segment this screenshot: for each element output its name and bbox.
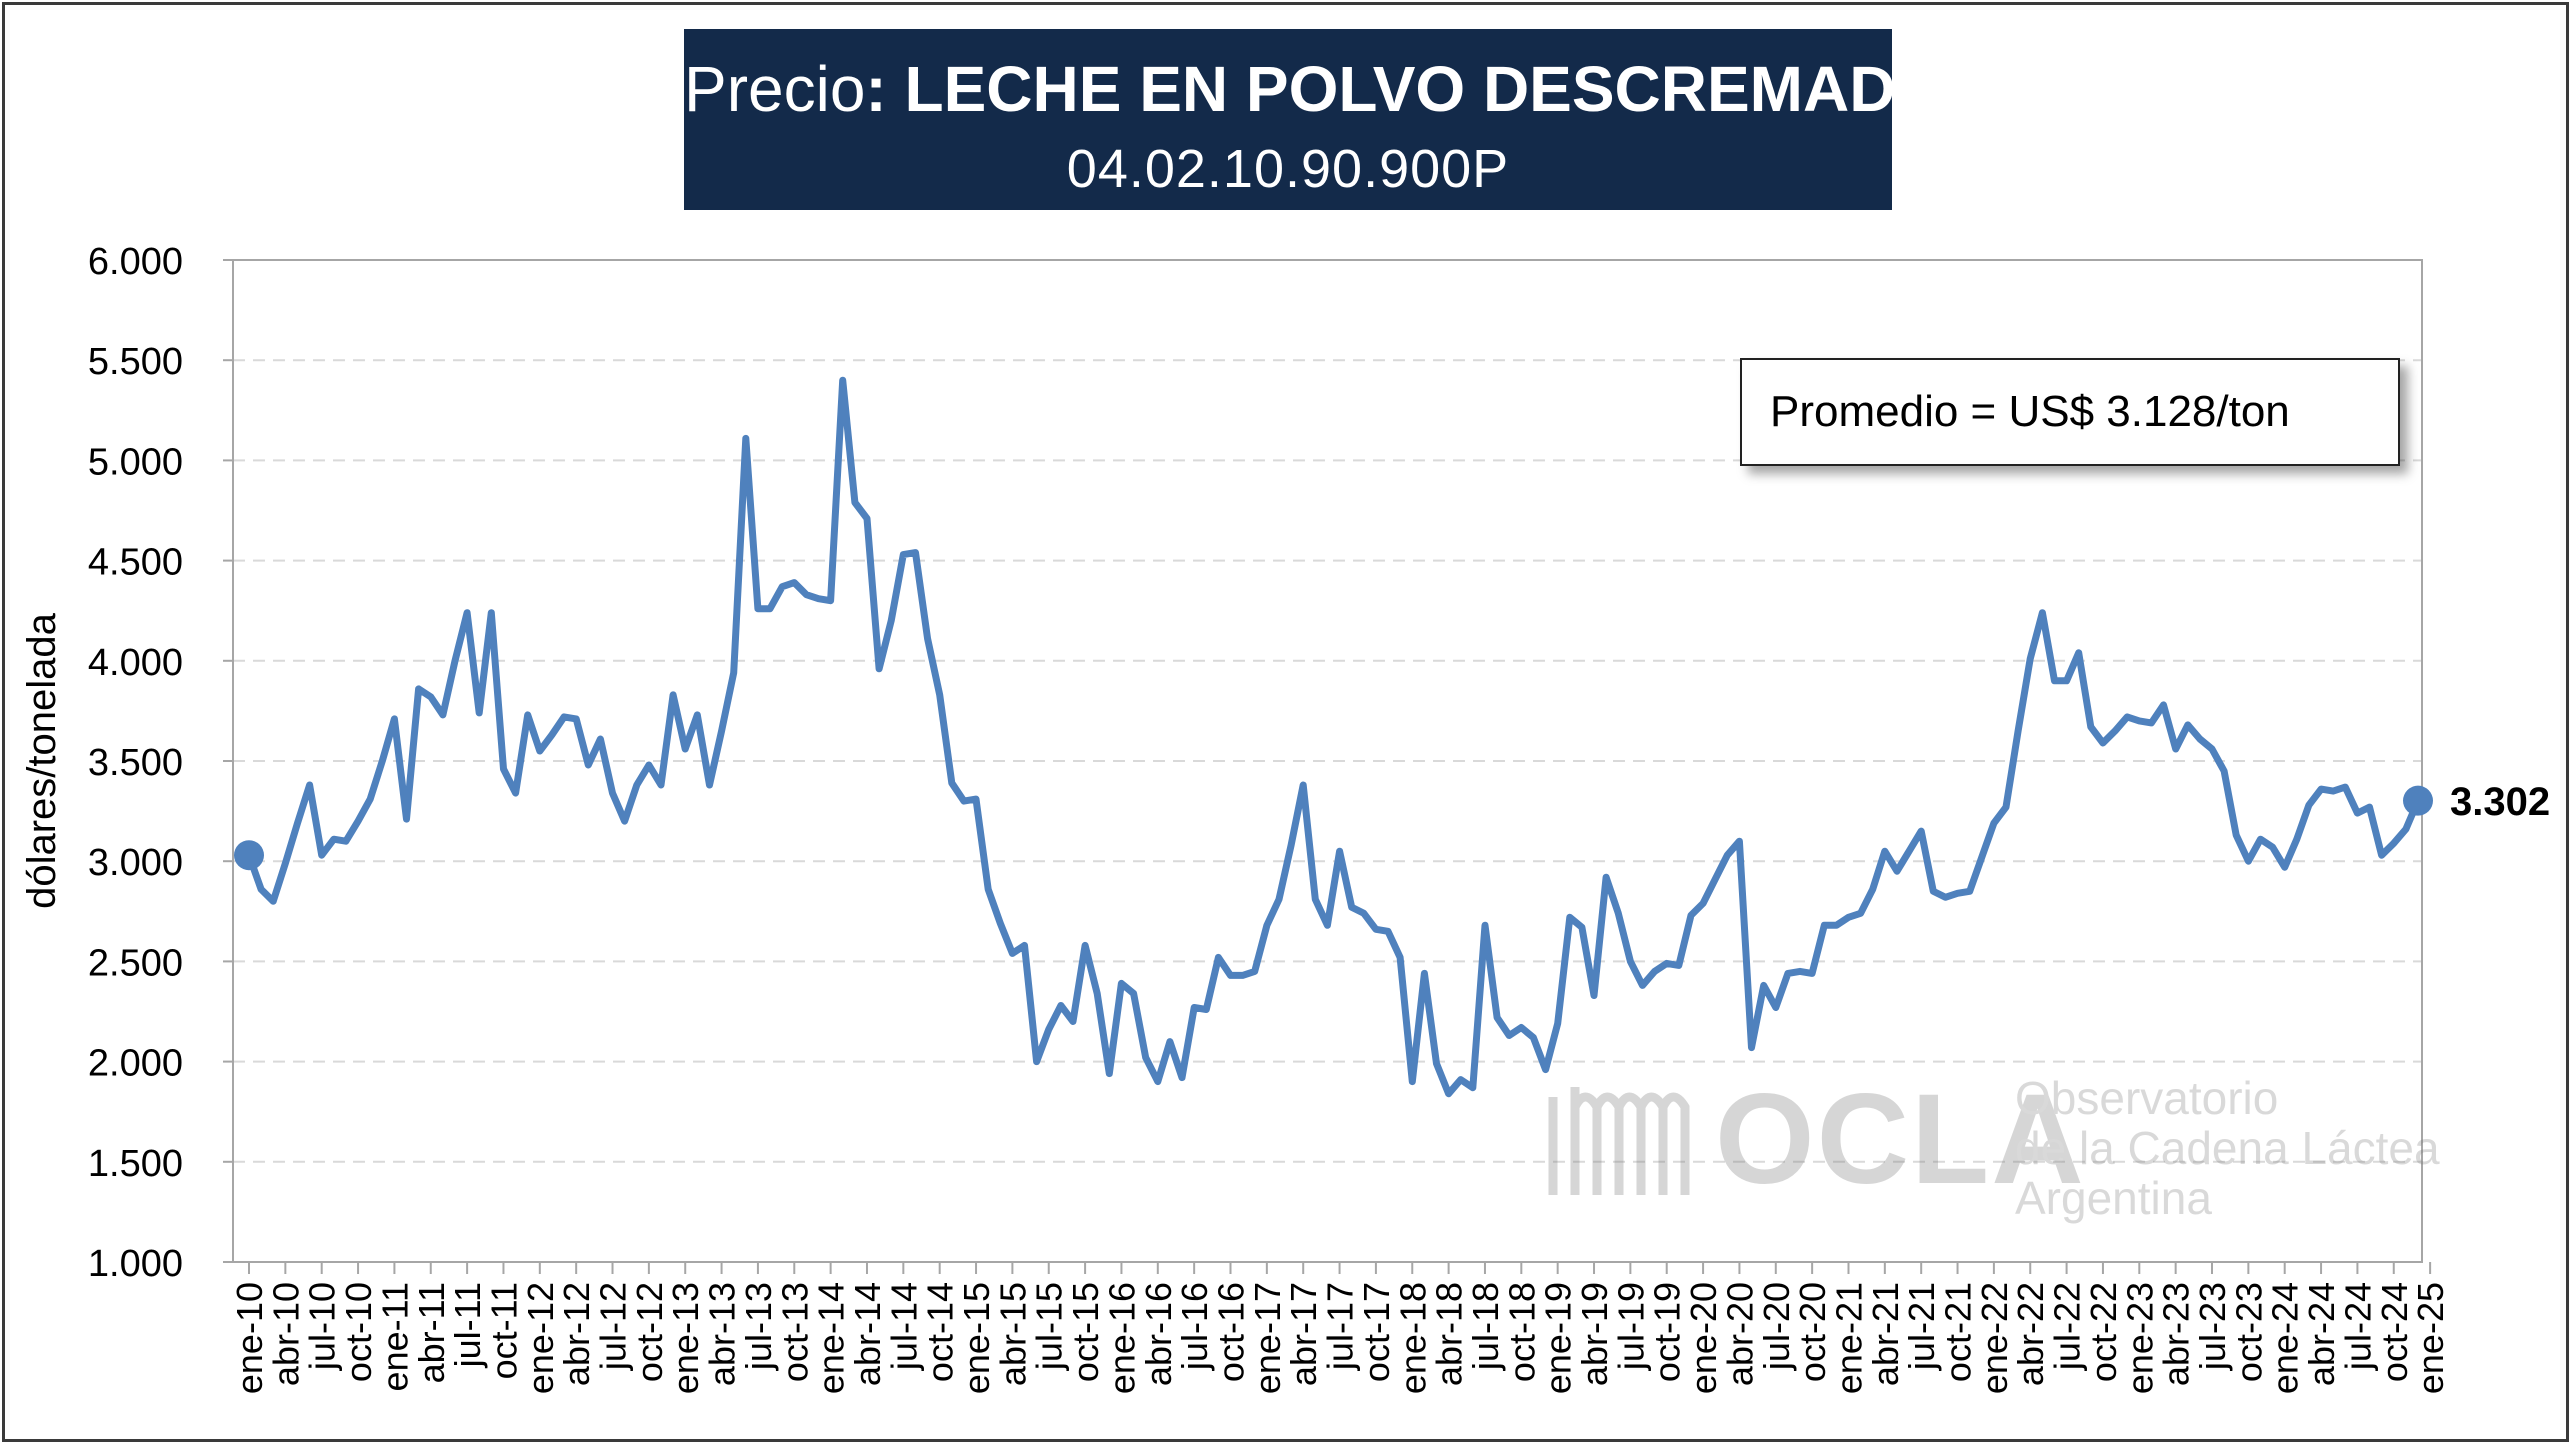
x-tick-label: jul-23 — [2192, 1282, 2233, 1371]
x-tick-label: ene-15 — [956, 1282, 997, 1394]
y-tick-label: 1.000 — [88, 1243, 183, 1285]
x-tick-label: ene-25 — [2410, 1282, 2451, 1394]
x-tick-label: jul-19 — [1610, 1282, 1651, 1371]
watermark-line-3: Argentina — [2015, 1172, 2212, 1224]
x-tick-label: abr-10 — [265, 1282, 306, 1386]
x-tick-label: oct-17 — [1356, 1282, 1397, 1382]
x-tick-label: jul-22 — [2047, 1282, 2088, 1371]
x-tick-label: oct-13 — [774, 1282, 815, 1382]
x-tick-label: oct-20 — [1792, 1282, 1833, 1382]
x-tick-label: abr-24 — [2301, 1282, 2342, 1386]
x-tick-label: jul-10 — [302, 1282, 343, 1371]
x-tick-label: oct-14 — [920, 1282, 961, 1382]
x-tick-label: ene-23 — [2119, 1282, 2160, 1394]
x-tick-label: jul-13 — [738, 1282, 779, 1371]
ocla-logo-icon — [1548, 1087, 1690, 1195]
x-tick-label: jul-16 — [1174, 1282, 1215, 1371]
x-axis-ticks: ene-10abr-10jul-10oct-10ene-11abr-11jul-… — [229, 1262, 2451, 1394]
x-tick-label: abr-13 — [702, 1282, 743, 1386]
series-line — [245, 376, 2422, 1098]
gridlines — [233, 359, 2422, 1163]
x-tick-label: ene-12 — [520, 1282, 561, 1394]
chart-title: Precio: LECHE EN POLVO DESCREMADA — [684, 49, 1942, 129]
x-tick-label: jul-18 — [1465, 1282, 1506, 1371]
x-tick-label: abr-18 — [1429, 1282, 1470, 1386]
y-tick-label: 3.000 — [88, 842, 183, 884]
chart-title-box: Precio: LECHE EN POLVO DESCREMADA 04.02.… — [684, 29, 1942, 210]
y-tick-label: 2.500 — [88, 942, 183, 984]
x-tick-label: jul-14 — [883, 1282, 924, 1371]
x-tick-label: ene-10 — [229, 1282, 270, 1394]
y-tick-label: 4.000 — [88, 642, 183, 684]
x-tick-label: abr-21 — [1865, 1282, 1906, 1386]
ocla-brand: OCLA — [1715, 1068, 2086, 1211]
y-axis-label: dólares/tonelada — [20, 612, 64, 909]
x-tick-label: ene-20 — [1683, 1282, 1724, 1394]
x-tick-label: jul-11 — [447, 1282, 488, 1368]
y-tick-label: 5.000 — [88, 441, 183, 483]
x-tick-label: ene-24 — [2265, 1282, 2306, 1394]
y-tick-label: 4.500 — [88, 542, 183, 584]
average-annotation: Promedio = US$ 3.128/ton — [1740, 358, 2400, 466]
x-tick-label: abr-15 — [992, 1282, 1033, 1386]
x-tick-label: ene-22 — [1974, 1282, 2015, 1394]
x-tick-label: jul-21 — [1901, 1282, 1942, 1371]
x-tick-label: ene-16 — [1101, 1282, 1142, 1394]
title-prefix: Precio — [684, 53, 866, 125]
first-point-marker — [234, 840, 264, 871]
x-tick-label: abr-22 — [2010, 1282, 2051, 1386]
x-tick-label: ene-17 — [1247, 1282, 1288, 1394]
x-tick-label: oct-18 — [1501, 1282, 1542, 1382]
x-tick-label: abr-20 — [1719, 1282, 1760, 1386]
x-tick-label: ene-21 — [1828, 1282, 1869, 1394]
x-tick-label: abr-19 — [1574, 1282, 1615, 1386]
x-tick-label: oct-21 — [1938, 1282, 1979, 1382]
y-axis-ticks: 1.000 1.500 2.000 2.500 3.000 3.500 4.000 4.500… — [88, 241, 233, 1285]
x-tick-label: oct-10 — [338, 1282, 379, 1382]
x-tick-label: oct-12 — [629, 1282, 670, 1382]
x-tick-label: ene-14 — [811, 1282, 852, 1394]
x-tick-label: abr-17 — [1283, 1282, 1324, 1386]
last-value-label: 3.302 — [2450, 780, 2551, 824]
x-tick-label: jul-12 — [593, 1282, 634, 1371]
x-tick-label: abr-23 — [2156, 1282, 2197, 1386]
y-tick-label: 2.000 — [88, 1043, 183, 1085]
x-tick-label: ene-13 — [665, 1282, 706, 1394]
x-tick-label: ene-11 — [374, 1282, 415, 1391]
x-tick-label: jul-17 — [1320, 1282, 1361, 1371]
x-tick-label: jul-15 — [1029, 1282, 1070, 1371]
ocla-watermark: OCLA Observatorio de la Cadena Láctea Ar… — [1545, 1055, 2440, 1235]
x-tick-label: abr-14 — [847, 1282, 888, 1386]
y-tick-label: 5.500 — [88, 341, 183, 383]
x-tick-label: jul-20 — [1756, 1282, 1797, 1371]
watermark-line-1: Observatorio — [2015, 1072, 2279, 1124]
watermark-line-2: de la Cadena Láctea — [2015, 1122, 2440, 1174]
x-tick-label: oct-15 — [1065, 1282, 1106, 1382]
x-tick-label: oct-19 — [1647, 1282, 1688, 1382]
x-tick-label: jul-24 — [2337, 1282, 2378, 1371]
x-tick-label: ene-19 — [1538, 1282, 1579, 1394]
y-tick-label: 3.500 — [88, 742, 183, 784]
x-tick-label: oct-22 — [2083, 1282, 2124, 1382]
x-tick-label: oct-16 — [1211, 1282, 1252, 1382]
y-tick-label: 6.000 — [88, 241, 183, 283]
x-tick-label: abr-16 — [1138, 1282, 1179, 1386]
x-tick-label: oct-11 — [483, 1282, 524, 1379]
x-tick-label: abr-11 — [411, 1282, 452, 1383]
x-tick-label: abr-12 — [556, 1282, 597, 1386]
title-main: : LECHE EN POLVO DESCREMADA — [865, 53, 1942, 125]
y-tick-label: 1.500 — [88, 1143, 183, 1185]
chart-subtitle: 04.02.10.90.900P — [1066, 139, 1510, 199]
x-tick-label: oct-23 — [2228, 1282, 2269, 1382]
x-tick-label: oct-24 — [2374, 1282, 2415, 1382]
x-tick-label: ene-18 — [1392, 1282, 1433, 1394]
last-point-marker — [2403, 785, 2433, 816]
